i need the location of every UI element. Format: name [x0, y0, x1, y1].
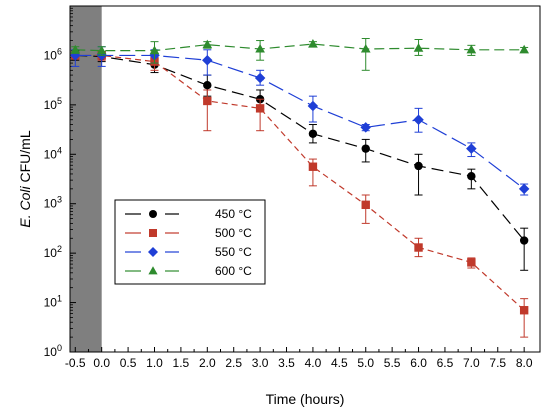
data-point	[414, 243, 423, 252]
data-point	[466, 44, 477, 54]
x-tick-label: 4.0	[305, 356, 322, 370]
x-tick-label: 3.5	[278, 356, 295, 370]
x-tick-label: 0.0	[93, 356, 110, 370]
legend-entry: 450 °C	[125, 207, 252, 221]
y-tick-label: 100	[44, 343, 62, 359]
data-point	[308, 129, 318, 138]
legend-box	[114, 199, 266, 285]
legend-marker	[148, 247, 158, 257]
data-point	[307, 100, 319, 112]
x-tick-label: 1.0	[146, 356, 163, 370]
data-point	[361, 144, 370, 153]
legend-label: 500 °C	[215, 226, 252, 240]
series-1	[71, 51, 529, 338]
data-point	[202, 54, 213, 66]
x-tick-label: 8.0	[516, 356, 533, 370]
data-point	[466, 143, 477, 154]
legend-marker	[148, 266, 158, 275]
x-tick-label: 7.5	[489, 356, 506, 370]
data-point	[414, 161, 423, 171]
x-tick-label: 6.5	[437, 356, 454, 370]
x-tick-label: 2.5	[225, 356, 242, 370]
y-tick-label: 101	[44, 294, 62, 310]
x-tick-label: 5.0	[357, 356, 374, 370]
data-point	[360, 122, 371, 133]
data-point	[518, 183, 530, 195]
data-point	[519, 306, 529, 315]
y-tick-label: 104	[44, 145, 62, 161]
y-tick-label: 103	[44, 195, 62, 211]
data-point	[519, 44, 529, 54]
y-axis-title: E. Coli CFU/mL	[17, 130, 33, 227]
plot-frame	[69, 5, 541, 353]
y-tick-label: 102	[44, 244, 62, 260]
data-point	[149, 45, 160, 55]
series-3	[70, 38, 529, 71]
x-tick-label: 1.5	[173, 356, 190, 370]
series-line	[75, 54, 525, 190]
data-point	[96, 45, 107, 55]
series-layer	[70, 38, 530, 338]
data-point	[255, 43, 265, 53]
y-tick-label: 105	[44, 96, 62, 112]
data-point	[413, 114, 424, 125]
data-point	[360, 43, 371, 53]
x-tick-label: 0.5	[120, 356, 137, 370]
data-point	[413, 43, 424, 52]
series-2	[70, 46, 530, 196]
legend: 450 °C 500 °C 550 °C 600 °C	[114, 199, 266, 285]
data-point	[202, 39, 213, 49]
legend-marker	[149, 210, 157, 218]
legend-entry: 600 °C	[125, 264, 252, 278]
data-point	[467, 172, 476, 181]
series-line	[75, 54, 525, 311]
y-tick-labels: 100 101 102 103 104 105 106	[44, 46, 62, 359]
data-point	[308, 162, 318, 171]
data-point	[519, 236, 529, 245]
data-point	[255, 104, 265, 113]
x-tick-label: -0.5	[65, 356, 86, 370]
x-tick-label: 6.0	[410, 356, 427, 370]
x-tick-label: 2.0	[199, 356, 216, 370]
data-point	[203, 96, 212, 106]
x-tick-label: 5.5	[384, 356, 401, 370]
legend-label: 550 °C	[215, 245, 252, 259]
series-line	[75, 54, 525, 241]
data-point	[254, 72, 266, 84]
x-tick-label: 3.0	[252, 356, 269, 370]
x-tick-label: 7.0	[463, 356, 480, 370]
series-line	[75, 43, 525, 52]
legend-entry: 500 °C	[125, 226, 252, 240]
legend-marker	[149, 229, 157, 237]
y-axis-title-italic: E. Coli	[17, 185, 33, 227]
legend-entry: 550 °C	[125, 245, 252, 259]
x-axis-title: Time (hours)	[266, 391, 345, 407]
legend-label: 450 °C	[215, 207, 252, 221]
data-point	[361, 200, 370, 210]
data-point	[203, 80, 212, 90]
y-axis-title-rest: CFU/mL	[17, 130, 33, 186]
data-point	[70, 44, 81, 54]
y-tick-label: 106	[44, 46, 62, 62]
data-point	[308, 38, 318, 48]
legend-label: 600 °C	[215, 264, 252, 278]
data-point	[467, 258, 476, 267]
x-tick-label: 4.5	[331, 356, 348, 370]
x-tick-labels: -0.5 0.0 0.5 1.0 1.5 2.0 2.5 3.0 3.5 4.0 4.5 5.0 5.5…	[65, 356, 533, 370]
